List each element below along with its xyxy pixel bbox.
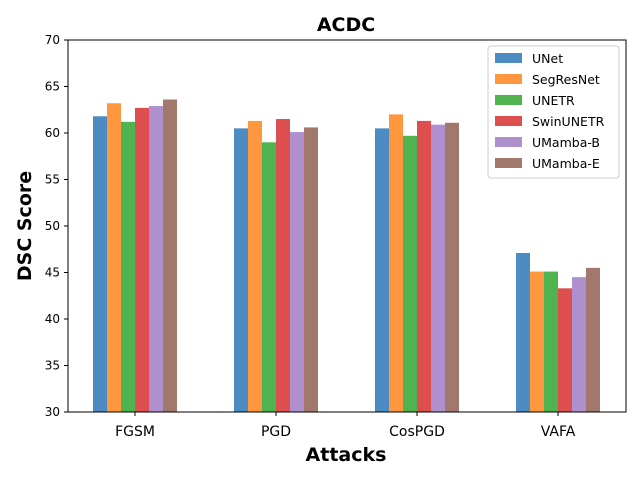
y-axis-title: DSC Score <box>14 171 36 281</box>
bar-unetr-pgd <box>262 142 276 413</box>
bar-swinunetr-fgsm <box>135 107 149 412</box>
bar-segresnet-vafa <box>530 271 544 412</box>
bar-swinunetr-pgd <box>276 119 290 413</box>
legend: UNet SegResNet UNETR SwinUNETR UMamba-B UMamb… <box>487 45 620 179</box>
legend-swatch-umamba-e <box>495 158 522 168</box>
y-tick-label: 50 <box>45 219 60 233</box>
bar-swinunetr-vafa <box>558 288 572 412</box>
bar-unetr-fgsm <box>121 121 135 412</box>
x-axis-title: Attacks <box>306 444 387 466</box>
x-tick-label-fgsm: FGSM <box>115 424 155 440</box>
y-tick-label: 35 <box>45 359 60 373</box>
legend-swatch-umamba-b <box>495 137 522 147</box>
legend-swatch-unet <box>495 53 522 63</box>
y-tick-label: 45 <box>45 266 60 280</box>
bar-swinunetr-cospgd <box>417 120 431 412</box>
y-tick-label: 40 <box>45 312 60 326</box>
legend-swatch-swinunetr <box>495 116 522 126</box>
bar-umamba-b-cospgd <box>431 124 445 412</box>
bar-umamba-e-fgsm <box>163 99 177 413</box>
bar-unet-vafa <box>516 252 530 412</box>
legend-label-unet: UNet <box>532 51 563 66</box>
bar-unet-cospgd <box>375 128 389 412</box>
y-tick-label: 65 <box>45 80 60 94</box>
chart-title: ACDC <box>317 14 375 36</box>
bar-segresnet-cospgd <box>389 114 403 413</box>
x-tick-label-vafa: VAFA <box>541 424 576 440</box>
bar-umamba-b-fgsm <box>149 106 163 412</box>
bar-umamba-b-vafa <box>572 277 586 412</box>
bar-segresnet-fgsm <box>107 103 121 413</box>
bar-umamba-e-vafa <box>586 267 600 412</box>
bar-umamba-e-cospgd <box>445 122 459 413</box>
bar-unetr-cospgd <box>403 135 417 413</box>
legend-label-segresnet: SegResNet <box>532 72 600 87</box>
bars-group <box>93 99 600 413</box>
bar-umamba-b-pgd <box>290 132 304 412</box>
bar-unet-pgd <box>234 128 248 412</box>
bar-segresnet-pgd <box>248 120 262 412</box>
bar-unet-fgsm <box>93 116 107 412</box>
bar-unetr-vafa <box>544 271 558 412</box>
y-tick-label: 60 <box>45 126 60 140</box>
y-axis: 30 35 40 45 50 55 60 65 70 <box>45 33 68 419</box>
legend-swatch-unetr <box>495 95 522 105</box>
bar-umamba-e-pgd <box>304 127 318 413</box>
x-axis: FGSM PGD CosPGD VAFA <box>115 412 576 440</box>
legend-label-umamba-e: UMamba-E <box>532 156 600 171</box>
legend-label-swinunetr: SwinUNETR <box>532 114 605 129</box>
y-tick-label: 70 <box>45 33 60 47</box>
legend-label-unetr: UNETR <box>532 93 575 108</box>
x-tick-label-pgd: PGD <box>261 424 291 440</box>
y-tick-label: 30 <box>45 405 60 419</box>
legend-swatch-segresnet <box>495 74 522 84</box>
legend-label-umamba-b: UMamba-B <box>532 135 600 150</box>
y-tick-label: 55 <box>45 173 60 187</box>
x-tick-label-cospgd: CosPGD <box>389 424 445 440</box>
